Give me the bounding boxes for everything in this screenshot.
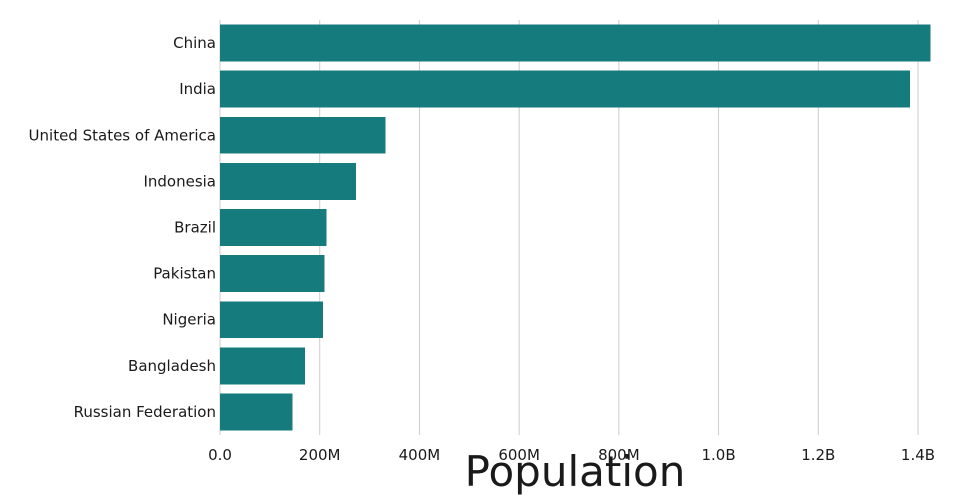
bars [220,24,931,431]
category-label: Brazil [174,219,216,237]
category-label: India [179,80,216,98]
bar [220,162,357,200]
x-tick-label: 800M [598,446,640,464]
category-label: United States of America [29,126,216,144]
bar [220,24,931,62]
x-tick-label: 1.0B [701,446,735,464]
category-label: Pakistan [153,265,216,283]
bar [220,347,305,385]
x-tick-label: 1.4B [901,446,935,464]
x-tick-label: 600M [498,446,540,464]
x-tick-label: 0.0 [208,446,232,464]
x-tick-labels: 0.0 200M 400M 600M 800M 1.0B 1.2B 1.4B [208,446,935,464]
x-tick-label: 400M [399,446,441,464]
bar [220,209,327,246]
bar [220,70,911,108]
x-axis-title: Population [465,447,686,496]
category-label: China [173,34,216,52]
x-tick-label: 1.2B [801,446,835,464]
category-label: Bangladesh [128,357,216,375]
category-label: Indonesia [143,172,216,190]
category-labels: China India United States of America Indone… [29,34,216,421]
category-label: Russian Federation [74,403,216,421]
category-label: Nigeria [162,311,216,329]
bar [220,116,386,154]
bar [220,255,325,293]
bar [220,393,293,431]
x-tick-label: 200M [299,446,341,464]
bar [220,301,324,339]
